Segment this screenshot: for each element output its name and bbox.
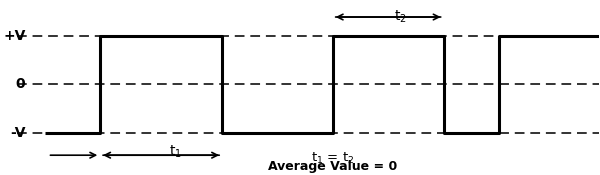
Text: Average Value = 0: Average Value = 0: [268, 160, 397, 173]
Text: t$_2$: t$_2$: [394, 9, 407, 25]
Text: t$_1$ = t$_2$: t$_1$ = t$_2$: [311, 151, 355, 166]
Text: 0: 0: [16, 77, 25, 91]
Text: -V: -V: [10, 126, 25, 140]
Text: +V: +V: [3, 29, 25, 43]
Text: t$_1$: t$_1$: [169, 144, 182, 160]
